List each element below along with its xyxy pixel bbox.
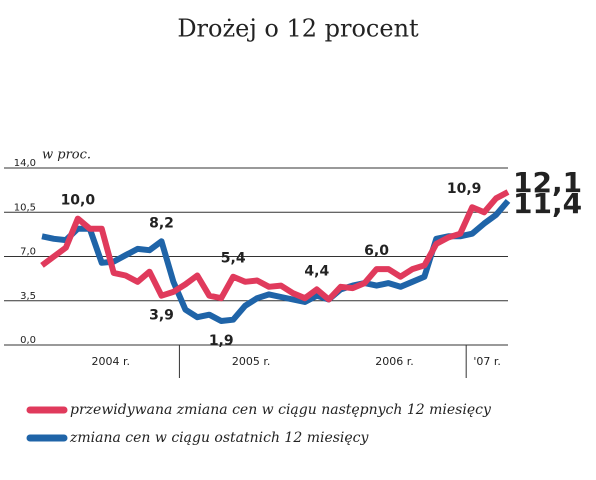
legend-label: przewidywana zmiana cen w ciągu następny… — [70, 402, 492, 418]
y-tick-label: 3,5 — [20, 291, 36, 302]
y-tick-label: 10,5 — [14, 202, 36, 213]
data-label: 6,0 — [364, 243, 389, 259]
chart-title: Drożej o 12 procent — [177, 15, 419, 43]
data-label: 3,9 — [149, 308, 174, 324]
y-tick-label: 14,0 — [14, 158, 36, 169]
x-group-label: 2006 r. — [375, 355, 414, 368]
data-label: 1,9 — [209, 333, 234, 349]
end-value-label: 12,1 — [513, 166, 582, 199]
data-label: 5,4 — [221, 251, 246, 267]
x-group-label: '07 r. — [473, 355, 501, 368]
data-label: 10,9 — [447, 181, 482, 197]
y-tick-label: 7,0 — [20, 247, 36, 258]
y-tick-label: 0,0 — [20, 335, 36, 346]
x-group-label: 2005 r. — [232, 355, 271, 368]
series-line — [40, 189, 510, 303]
y-axis-label: w proc. — [42, 148, 91, 163]
end-value-label: 11,4 — [513, 187, 582, 220]
legend-label: zmiana cen w ciągu ostatnich 12 miesięcy — [69, 430, 370, 446]
data-label: 8,2 — [149, 215, 174, 231]
x-group-label: 2004 r. — [91, 355, 130, 368]
data-label: 10,0 — [61, 193, 96, 209]
data-label: 4,4 — [304, 263, 329, 279]
